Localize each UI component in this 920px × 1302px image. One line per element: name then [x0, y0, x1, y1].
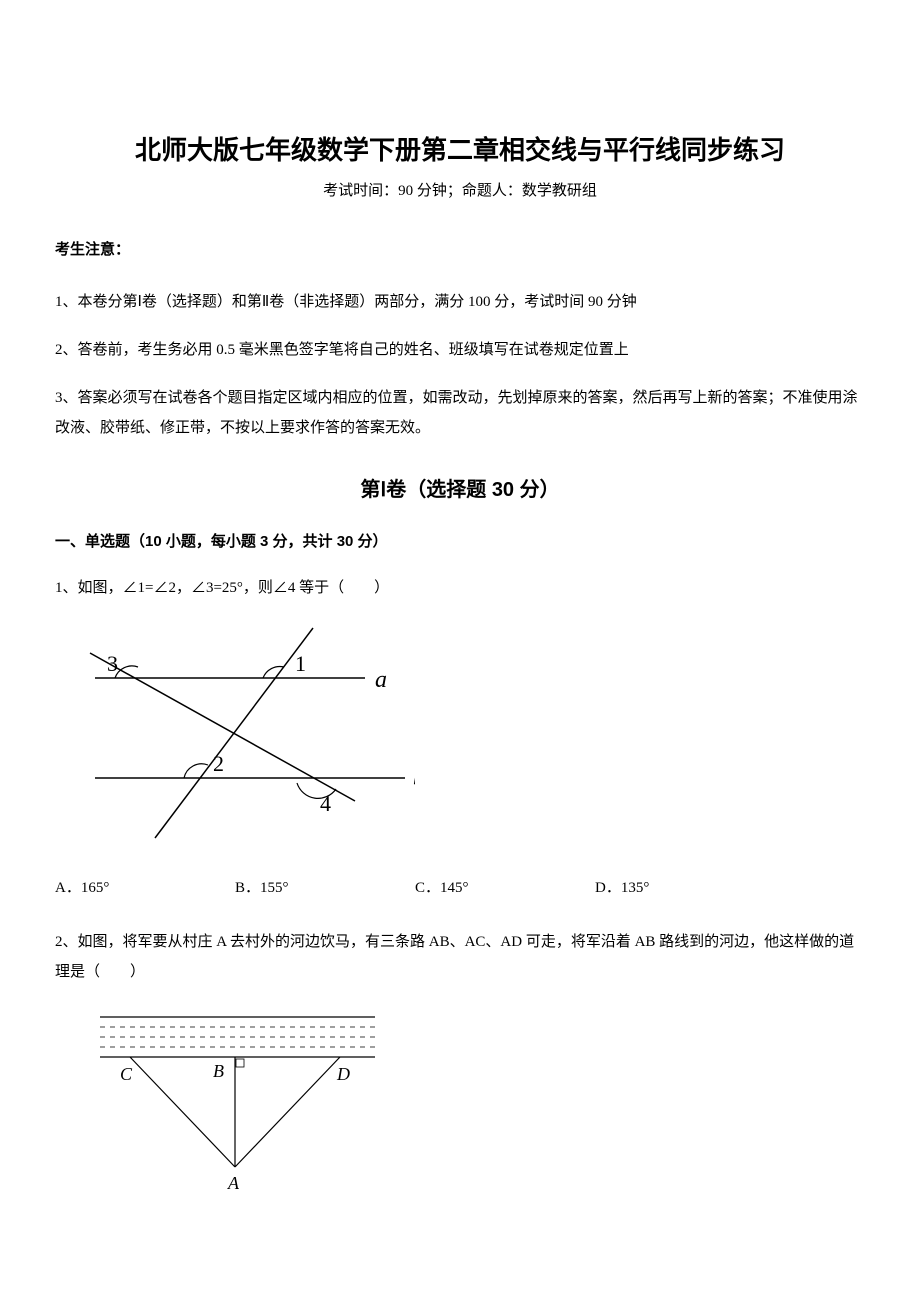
q1-option-d: D．135°	[595, 876, 775, 897]
label-c: C	[120, 1064, 133, 1084]
part-heading: 一、单选题（10 小题，每小题 3 分，共计 30 分）	[55, 530, 865, 551]
page-title: 北师大版七年级数学下册第二章相交线与平行线同步练习	[55, 130, 865, 167]
notice-heading: 考生注意：	[55, 238, 865, 259]
q1-option-b: B．155°	[235, 876, 415, 897]
label-angle-4: 4	[320, 791, 331, 816]
arc-angle-2	[184, 764, 208, 778]
label-d: D	[336, 1064, 350, 1084]
label-a: A	[227, 1173, 240, 1193]
question-2-text: 2、如图，将军要从村庄 A 去村外的河边饮马，有三条路 AB、AC、AD 可走，…	[55, 927, 865, 987]
label-angle-1: 1	[295, 651, 306, 676]
line-ad	[235, 1057, 340, 1167]
arc-angle-1	[263, 666, 284, 678]
notice-item-3: 3、答案必须写在试卷各个题目指定区域内相应的位置，如需改动，先划掉原来的答案，然…	[55, 383, 865, 443]
question-1-figure: 1 2 3 4 a b	[85, 623, 865, 848]
notice-item-2: 2、答卷前，考生务必用 0.5 毫米黑色签字笔将自己的姓名、班级填写在试卷规定位…	[55, 335, 865, 365]
transversal-2	[90, 653, 355, 801]
question-1-options: A．165° B．155° C．145° D．135°	[55, 876, 865, 897]
notice-item-1: 1、本卷分第Ⅰ卷（选择题）和第Ⅱ卷（非选择题）两部分，满分 100 分，考试时间…	[55, 287, 865, 317]
question-1-text: 1、如图，∠1=∠2，∠3=25°，则∠4 等于（ ）	[55, 573, 865, 603]
right-angle-icon	[236, 1059, 244, 1067]
page-subtitle: 考试时间：90 分钟；命题人：数学教研组	[55, 179, 865, 200]
label-line-b: b	[413, 765, 415, 791]
arc-angle-3	[115, 666, 138, 678]
q1-option-a: A．165°	[55, 876, 235, 897]
question-2-figure: A B C D	[85, 1007, 865, 1202]
q1-option-c: C．145°	[415, 876, 595, 897]
label-angle-2: 2	[213, 751, 224, 776]
section-title: 第Ⅰ卷（选择题 30 分）	[55, 473, 865, 502]
label-b: B	[213, 1061, 224, 1081]
label-angle-3: 3	[107, 651, 118, 676]
label-line-a: a	[375, 667, 387, 693]
